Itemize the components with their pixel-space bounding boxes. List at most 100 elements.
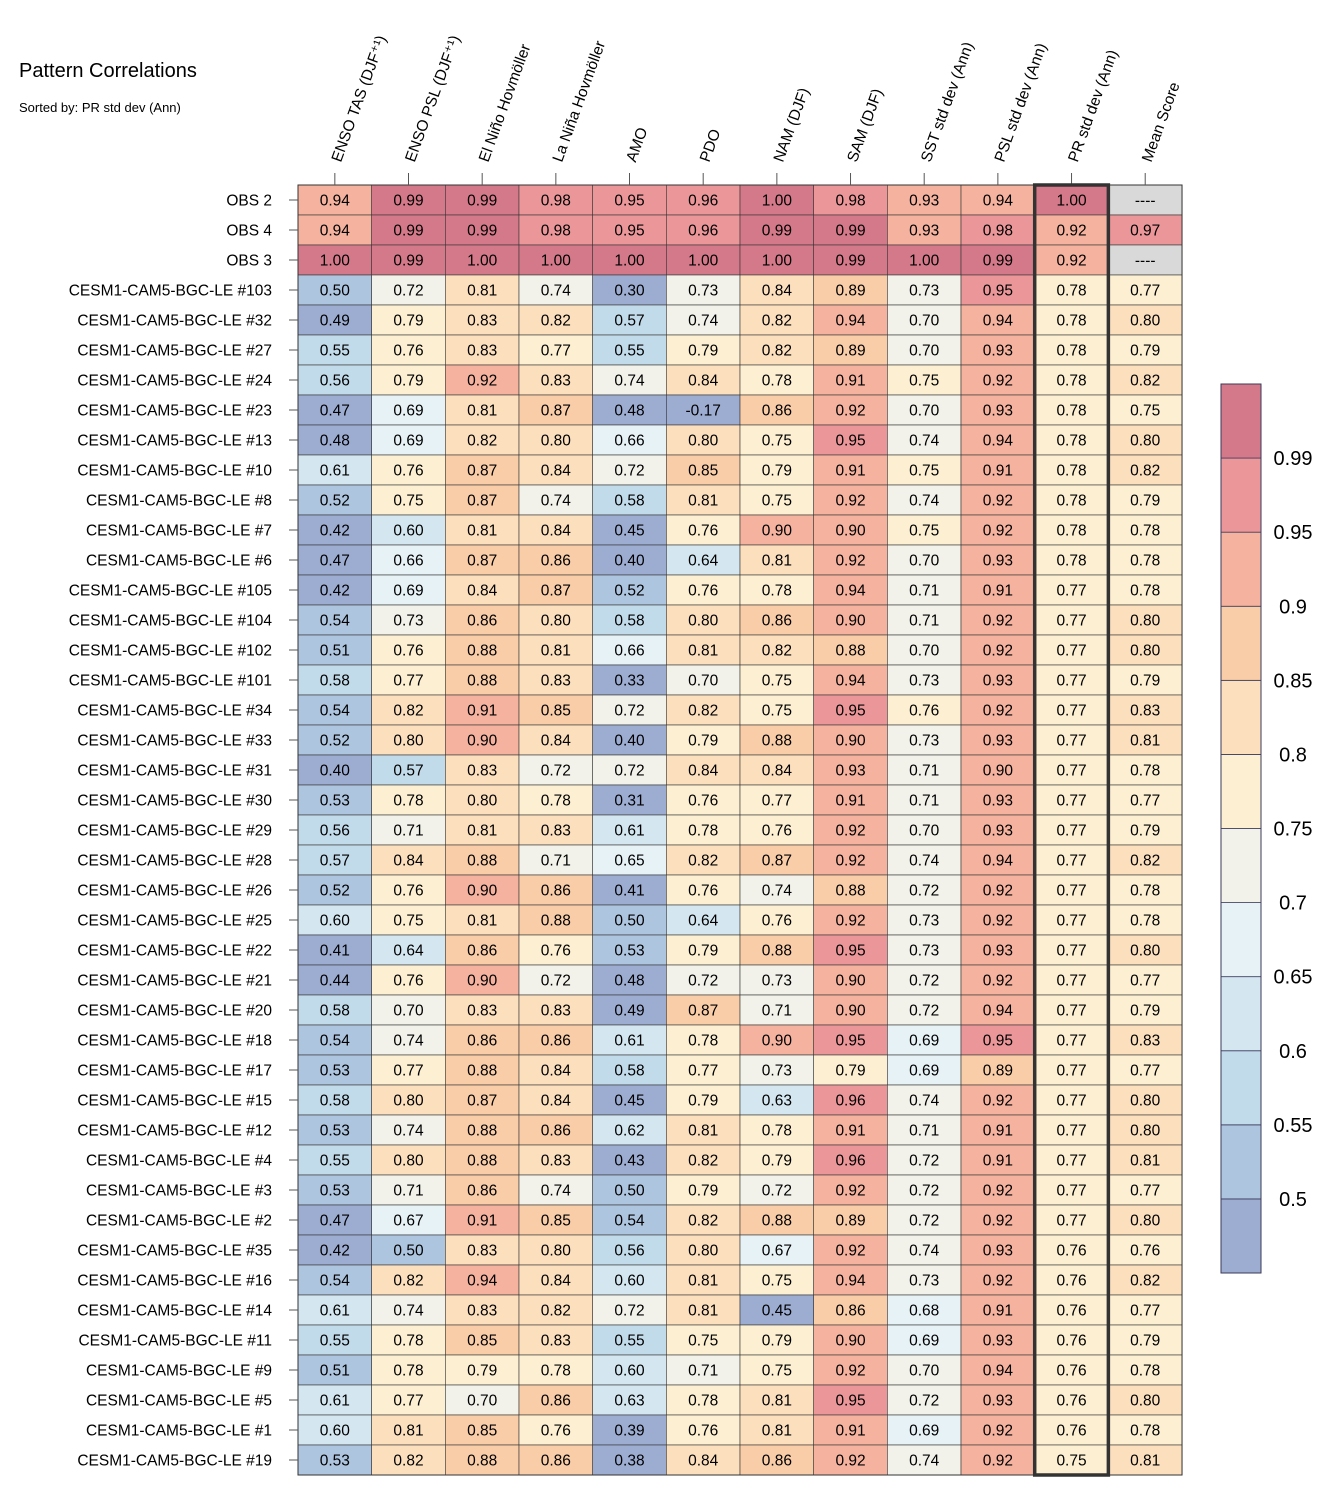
heatmap-cell bbox=[739, 874, 814, 906]
cell-value-label: 0.76 bbox=[1056, 1273, 1086, 1290]
heatmap-cell bbox=[666, 514, 741, 546]
heatmap-cell bbox=[666, 364, 741, 396]
heatmap-cell bbox=[445, 1054, 520, 1086]
heatmap-cell bbox=[1108, 364, 1183, 396]
heatmap-cell bbox=[297, 694, 372, 726]
cell-value-label: 0.82 bbox=[467, 433, 497, 450]
cell-value-label: 0.88 bbox=[467, 1153, 497, 1170]
cell-value-label: 0.71 bbox=[909, 1123, 939, 1140]
heatmap-cell bbox=[813, 784, 888, 816]
heatmap-cell bbox=[739, 784, 814, 816]
cell-value-label: 0.95 bbox=[835, 703, 865, 720]
heatmap-cell bbox=[813, 1384, 888, 1416]
cell-value-label: 0.88 bbox=[762, 1213, 792, 1230]
cell-value-label: 0.58 bbox=[614, 613, 644, 630]
heatmap-cell bbox=[445, 694, 520, 726]
heatmap-cell bbox=[445, 1234, 520, 1266]
cell-value-label: 0.75 bbox=[909, 523, 939, 540]
cell-value-label: 0.92 bbox=[983, 1093, 1013, 1110]
heatmap-cell bbox=[739, 1324, 814, 1356]
heatmap-cell bbox=[297, 1384, 372, 1416]
heatmap-cell bbox=[666, 1384, 741, 1416]
cell-value-label: 0.56 bbox=[614, 1243, 644, 1260]
cell-value-label: 0.74 bbox=[909, 1093, 940, 1110]
column-label: PR std dev (Ann) bbox=[1065, 48, 1121, 165]
heatmap-cell bbox=[592, 1294, 667, 1326]
heatmap-cell bbox=[739, 514, 814, 546]
cell-value-label: 0.48 bbox=[614, 973, 644, 990]
cell-value-label: 0.80 bbox=[688, 613, 719, 630]
heatmap-cell bbox=[739, 1084, 814, 1116]
heatmap-cell bbox=[960, 214, 1036, 246]
cell-value-label: 0.82 bbox=[688, 853, 718, 870]
cell-value-label: 0.48 bbox=[320, 433, 350, 450]
heatmap-cell bbox=[1108, 544, 1183, 576]
heatmap-cell bbox=[592, 334, 667, 366]
cell-value-label: 0.94 bbox=[835, 673, 866, 690]
cell-value-label: 0.77 bbox=[1056, 883, 1086, 900]
cell-value-label: 0.83 bbox=[541, 373, 571, 390]
cell-value-label: 0.49 bbox=[614, 1003, 644, 1020]
heatmap-cell bbox=[739, 244, 814, 276]
cell-value-label: 0.75 bbox=[762, 703, 792, 720]
cell-value-label: 0.94 bbox=[983, 1003, 1014, 1020]
heatmap-cell bbox=[960, 874, 1036, 906]
cell-value-label: 0.44 bbox=[320, 973, 351, 990]
cell-value-label: 0.93 bbox=[983, 823, 1013, 840]
cell-value-label: 0.79 bbox=[688, 733, 718, 750]
cell-value-label: 0.94 bbox=[983, 853, 1014, 870]
cell-value-label: 0.86 bbox=[467, 943, 497, 960]
cell-value-label: 0.47 bbox=[320, 553, 350, 570]
cell-value-label: 0.49 bbox=[320, 313, 350, 330]
cell-value-label: 0.78 bbox=[1130, 913, 1160, 930]
cell-value-label: -0.17 bbox=[686, 403, 721, 420]
heatmap-cell bbox=[813, 274, 888, 306]
heatmap-cell bbox=[518, 424, 593, 456]
cell-value-label: 0.94 bbox=[983, 313, 1014, 330]
cell-value-label: 0.72 bbox=[614, 1303, 644, 1320]
heatmap-cell bbox=[813, 544, 888, 576]
cell-value-label: 0.83 bbox=[467, 1003, 497, 1020]
row-label: CESM1-CAM5-BGC-LE #33 bbox=[77, 733, 272, 750]
heatmap-cell bbox=[297, 334, 372, 366]
row-label: CESM1-CAM5-BGC-LE #5 bbox=[86, 1393, 272, 1410]
cell-value-label: 0.83 bbox=[541, 673, 571, 690]
heatmap-cell bbox=[518, 934, 593, 966]
cell-value-label: 0.91 bbox=[983, 1123, 1013, 1140]
row-label: CESM1-CAM5-BGC-LE #20 bbox=[77, 1003, 272, 1020]
heatmap-cell bbox=[1108, 394, 1183, 426]
heatmap-cell bbox=[887, 604, 962, 636]
heatmap-cell bbox=[297, 1024, 372, 1056]
cell-value-label: 1.00 bbox=[541, 253, 572, 270]
cell-value-label: 0.63 bbox=[614, 1393, 644, 1410]
cell-value-label: 0.40 bbox=[320, 763, 351, 780]
cell-value-label: 0.77 bbox=[393, 673, 423, 690]
cell-value-label: 0.79 bbox=[835, 1063, 865, 1080]
cell-value-label: 0.39 bbox=[614, 1423, 644, 1440]
heatmap-cell bbox=[592, 574, 667, 606]
colorbar-tick-label: 0.55 bbox=[1274, 1115, 1313, 1137]
heatmap-cell bbox=[666, 1144, 741, 1176]
heatmap-cell bbox=[592, 364, 667, 396]
colorbar-segment bbox=[1220, 383, 1262, 459]
heatmap-cell bbox=[1034, 1174, 1109, 1206]
cell-value-label: 0.90 bbox=[762, 1033, 793, 1050]
heatmap-cell bbox=[1108, 1204, 1183, 1236]
row-label: CESM1-CAM5-BGC-LE #9 bbox=[86, 1363, 272, 1380]
chart-subtitle: Sorted by: PR std dev (Ann) bbox=[19, 100, 181, 115]
cell-value-label: 0.91 bbox=[835, 1423, 865, 1440]
cell-value-label: 0.45 bbox=[762, 1303, 792, 1320]
heatmap-cell bbox=[445, 1174, 520, 1206]
cell-value-label: 0.75 bbox=[762, 673, 792, 690]
heatmap-cell bbox=[297, 214, 372, 246]
heatmap-cell bbox=[739, 1114, 814, 1146]
cell-value-label: 0.92 bbox=[983, 883, 1013, 900]
heatmap-cell bbox=[371, 274, 446, 306]
heatmap-cell bbox=[666, 934, 741, 966]
cell-value-label: 0.72 bbox=[688, 973, 718, 990]
heatmap-cell bbox=[813, 694, 888, 726]
cell-value-label: 0.55 bbox=[320, 1333, 350, 1350]
cell-value-label: 0.75 bbox=[909, 373, 939, 390]
heatmap-cell bbox=[1034, 424, 1109, 456]
cell-value-label: 0.86 bbox=[541, 1453, 571, 1470]
